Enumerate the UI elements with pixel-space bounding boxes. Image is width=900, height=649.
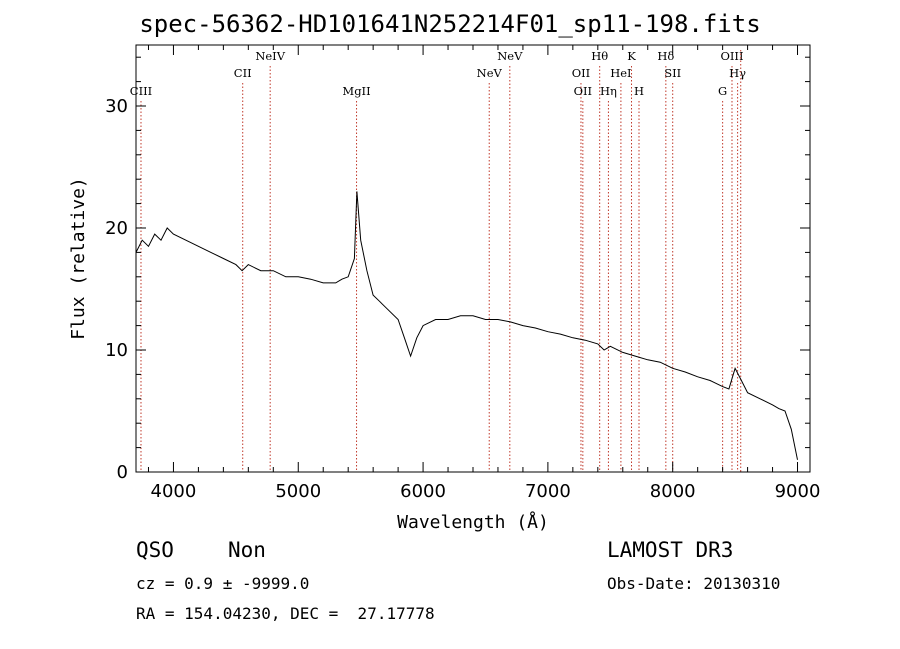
line-label: Hη	[600, 84, 617, 98]
chart-title: spec-56362-HD101641N252214F01_sp11-198.f…	[139, 10, 761, 38]
x-tick-label: 9000	[775, 481, 821, 502]
object-class: QSO	[136, 538, 174, 562]
y-tick-label: 0	[117, 462, 128, 483]
x-axis-label: Wavelength (Å)	[397, 511, 549, 533]
line-label: NeV	[497, 49, 523, 63]
x-tick-label: 5000	[275, 481, 321, 502]
survey-name: LAMOST DR3	[607, 538, 734, 562]
line-label: OII	[572, 66, 591, 80]
line-label: HeI	[610, 66, 631, 80]
line-label: G	[718, 84, 727, 98]
x-tick-label: 4000	[151, 481, 197, 502]
line-label: MgII	[342, 84, 370, 98]
line-label: H	[634, 84, 644, 98]
line-label: CIII	[130, 84, 152, 98]
line-label: OIII	[720, 49, 743, 63]
line-label: K	[627, 49, 636, 63]
observation-date: Obs-Date: 20130310	[607, 574, 781, 593]
y-axis-label: Flux (relative)	[68, 177, 89, 340]
redshift-cz: cz = 0.9 ± -9999.0	[136, 574, 310, 593]
x-tick-label: 6000	[400, 481, 446, 502]
line-label: OII	[574, 84, 593, 98]
line-label: CII	[234, 66, 252, 80]
spectrum-line	[135, 191, 798, 460]
line-label: NeV	[477, 66, 503, 80]
object-subclass: Non	[228, 538, 266, 562]
line-label: SII	[664, 66, 681, 80]
y-tick-label: 30	[105, 96, 128, 117]
x-tick-label: 8000	[650, 481, 696, 502]
line-label: NeIV	[255, 49, 285, 63]
line-label: Hγ	[729, 66, 746, 80]
x-tick-label: 7000	[525, 481, 571, 502]
y-tick-label: 10	[105, 340, 128, 361]
line-label: Hθ	[591, 49, 608, 63]
coordinates: RA = 154.04230, DEC = 27.17778	[136, 604, 435, 623]
y-tick-label: 20	[105, 218, 128, 239]
plot-frame	[135, 44, 811, 473]
line-label: Hδ	[657, 49, 674, 63]
